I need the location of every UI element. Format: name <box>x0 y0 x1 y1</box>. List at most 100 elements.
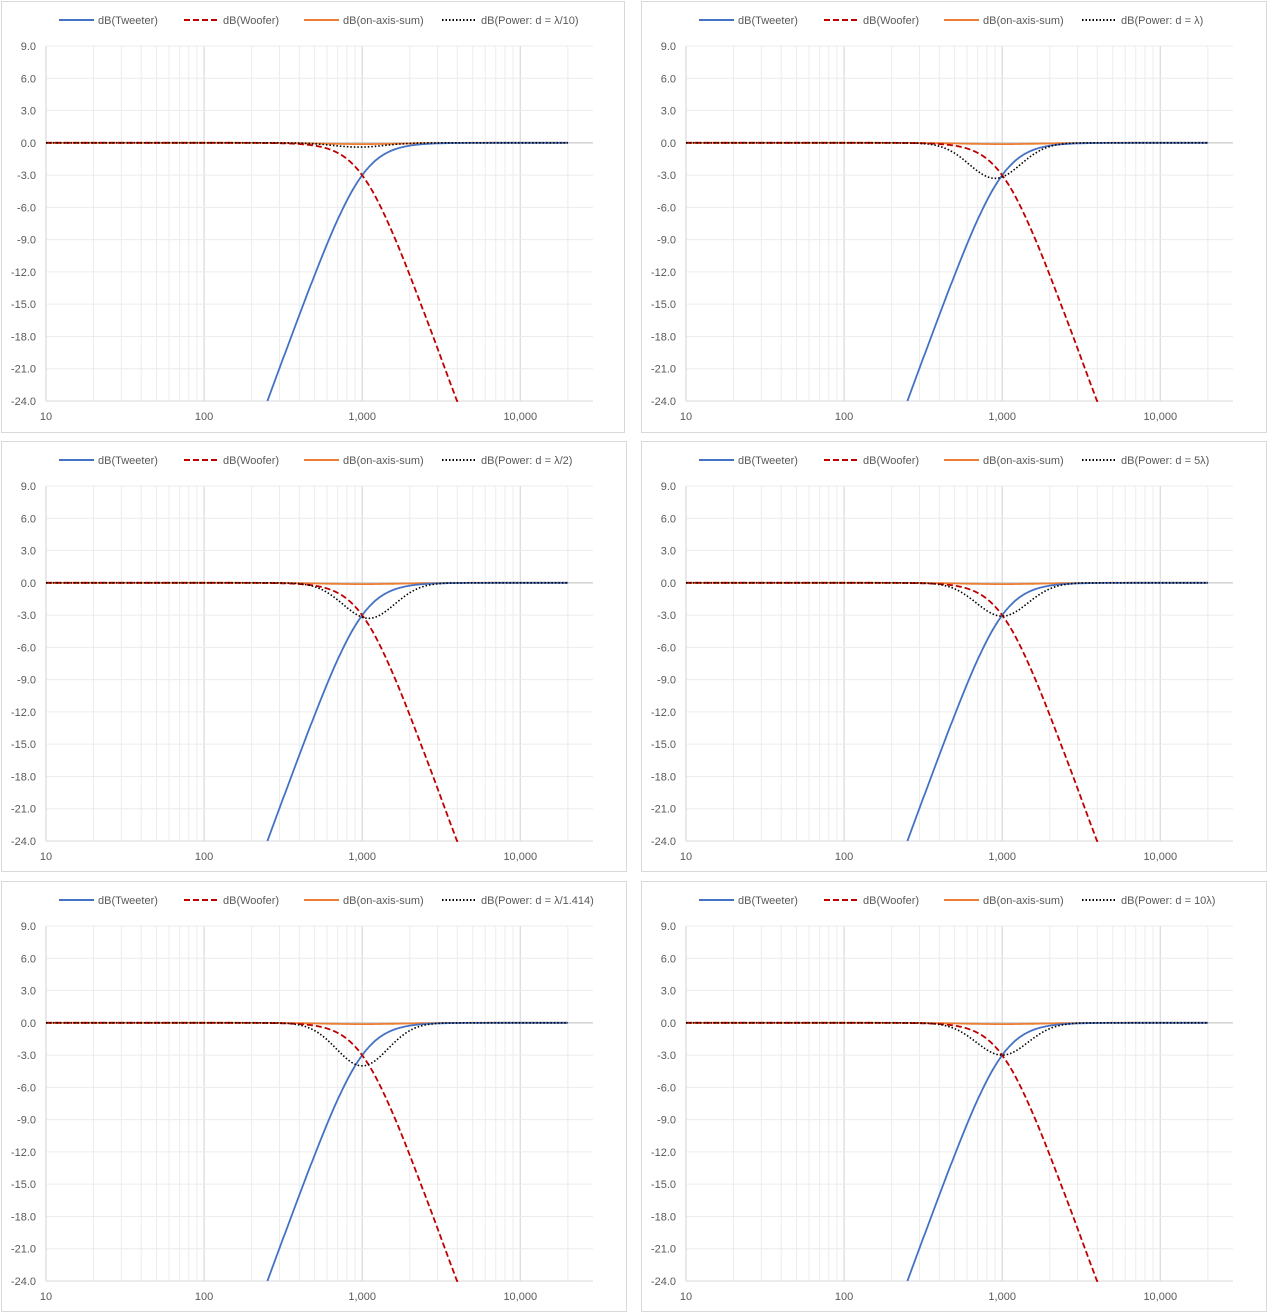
y-tick-label: -15.0 <box>11 1179 36 1191</box>
series-tweeter-line <box>266 1021 568 1282</box>
y-tick-label: -9.0 <box>17 235 36 247</box>
y-tick-label: -9.0 <box>17 1115 36 1127</box>
x-tick-label: 1,000 <box>348 411 376 423</box>
legend-entry: dB(Woofer) <box>863 895 919 907</box>
y-tick-label: -12.0 <box>651 707 676 719</box>
series-woofer-line <box>46 141 459 402</box>
x-tick-label: 10,000 <box>1143 411 1177 423</box>
y-tick-label: 9.0 <box>661 41 676 53</box>
y-tick-label: -6.0 <box>17 642 36 654</box>
legend: dB(Tweeter) dB(Woofer) dB(on-axis-sum) dB(P… <box>699 895 1215 907</box>
x-tick-label: 10,000 <box>1143 1291 1177 1303</box>
y-tick-label: 6.0 <box>21 513 36 525</box>
grid <box>45 45 679 402</box>
chart-panel-top-right: 9.0 6.0 3.0 0.0 -3.0 -6.0 -9.0 -12.0 -15.0 -18.0 -… <box>641 1 1267 433</box>
y-tick-label: 0.0 <box>21 138 36 150</box>
x-tick-label: 10 <box>680 1291 692 1303</box>
y-tick-label: -15.0 <box>11 739 36 751</box>
y-tick-label: -18.0 <box>651 1211 676 1223</box>
series-power-line <box>686 142 1208 180</box>
y-tick-label: -12.0 <box>651 1147 676 1159</box>
x-tick-label: 10 <box>40 851 52 863</box>
y-tick-label: -6.0 <box>17 202 36 214</box>
legend-entry: dB(Tweeter) <box>738 15 798 27</box>
legend-entry: dB(Woofer) <box>223 15 279 27</box>
grid <box>685 45 1233 402</box>
y-tick-label: 3.0 <box>661 546 676 558</box>
legend-entry: dB(on-axis-sum) <box>983 455 1064 467</box>
series-power-line <box>686 1022 1208 1056</box>
y-tick-label: 9.0 <box>661 921 676 933</box>
y-tick-label: -3.0 <box>17 610 36 622</box>
y-tick-label: 6.0 <box>21 73 36 85</box>
y-tick-label: -15.0 <box>11 299 36 311</box>
legend-entry: dB(Tweeter) <box>98 15 158 27</box>
y-tick-label: -9.0 <box>17 675 36 687</box>
chart-svg: 9.0 6.0 3.0 0.0 -3.0 -6.0 -9.0 -12.0 -15.0 -18.0 -… <box>11 455 679 863</box>
y-tick-label: -21.0 <box>11 804 36 816</box>
chart-svg: 9.0 6.0 3.0 0.0 -3.0 -6.0 -9.0 -12.0 -15.0 -18.0 -… <box>651 15 1233 423</box>
chart-panel-middle-right: 9.0 6.0 3.0 0.0 -3.0 -6.0 -9.0 -12.0 -15.0 -18.0 -… <box>641 441 1267 872</box>
legend-entry: dB(Power: d = 5λ) <box>1121 455 1209 467</box>
y-tick-label: 0.0 <box>661 138 676 150</box>
chart-panel-bottom-left: 9.0 6.0 3.0 0.0 -3.0 -6.0 -9.0 -12.0 -15.0 -18.0 -… <box>1 881 679 1312</box>
legend-entry: dB(on-axis-sum) <box>983 895 1064 907</box>
x-tick-label: 1,000 <box>988 1291 1016 1303</box>
legend-entry: dB(on-axis-sum) <box>343 15 424 27</box>
x-tick-label: 1,000 <box>348 1291 376 1303</box>
x-tick-label: 1,000 <box>988 411 1016 423</box>
y-tick-label: -18.0 <box>11 331 36 343</box>
y-tick-label: -12.0 <box>651 267 676 279</box>
legend-entry: dB(on-axis-sum) <box>983 15 1064 27</box>
legend-entry: dB(Power: d = λ) <box>1121 15 1203 27</box>
x-tick-label: 100 <box>835 851 853 863</box>
y-tick-label: 6.0 <box>661 513 676 525</box>
y-tick-label: -15.0 <box>651 1179 676 1191</box>
y-tick-label: -18.0 <box>651 771 676 783</box>
y-tick-label: -24.0 <box>11 396 36 408</box>
y-tick-label: 6.0 <box>661 73 676 85</box>
x-tick-label: 10 <box>40 411 52 423</box>
series-woofer-line <box>46 1021 459 1282</box>
y-tick-label: -15.0 <box>651 739 676 751</box>
x-tick-label: 100 <box>835 1291 853 1303</box>
y-tick-label: -24.0 <box>651 836 676 848</box>
legend: dB(Tweeter) dB(Woofer) dB(on-axis-sum) dB(P… <box>699 15 1203 27</box>
series-power-line <box>46 582 568 620</box>
grid <box>45 485 679 842</box>
legend-entry: dB(Power: d = λ/1.414) <box>481 895 594 907</box>
y-tick-label: -6.0 <box>657 1082 676 1094</box>
y-tick-label: -6.0 <box>17 1082 36 1094</box>
y-tick-label: -3.0 <box>17 170 36 182</box>
x-tick-label: 100 <box>835 411 853 423</box>
series-power-line <box>686 582 1208 618</box>
series-tweeter-line <box>906 1021 1208 1282</box>
y-tick-label: -24.0 <box>11 1276 36 1288</box>
series-woofer-line <box>46 581 459 842</box>
y-tick-label: -12.0 <box>11 267 36 279</box>
legend-entry: dB(Tweeter) <box>98 895 158 907</box>
y-tick-label: -21.0 <box>11 1244 36 1256</box>
legend-entry: dB(Tweeter) <box>738 455 798 467</box>
legend-entry: dB(Woofer) <box>223 895 279 907</box>
y-tick-label: -24.0 <box>651 1276 676 1288</box>
series-power-line <box>46 142 568 148</box>
series-woofer-line <box>686 141 1099 402</box>
chart-svg: 9.0 6.0 3.0 0.0 -3.0 -6.0 -9.0 -12.0 -15.0 -18.0 -… <box>11 15 679 423</box>
x-tick-label: 10 <box>40 1291 52 1303</box>
legend-entry: dB(Tweeter) <box>98 455 158 467</box>
y-tick-label: 3.0 <box>661 106 676 118</box>
legend: dB(Tweeter) dB(Woofer) dB(on-axis-sum) dB(P… <box>59 455 572 467</box>
y-tick-label: -21.0 <box>651 364 676 376</box>
y-tick-label: -18.0 <box>11 1211 36 1223</box>
x-tick-label: 10,000 <box>503 851 537 863</box>
x-tick-label: 10 <box>680 411 692 423</box>
y-tick-label: 6.0 <box>21 953 36 965</box>
chart-svg: 9.0 6.0 3.0 0.0 -3.0 -6.0 -9.0 -12.0 -15.0 -18.0 -… <box>651 455 1233 863</box>
grid <box>45 925 679 1282</box>
y-tick-label: 9.0 <box>21 481 36 493</box>
legend-entry: dB(on-axis-sum) <box>343 455 424 467</box>
legend-entry: dB(Woofer) <box>223 455 279 467</box>
legend-entry: dB(Woofer) <box>863 15 919 27</box>
x-tick-label: 10,000 <box>503 1291 537 1303</box>
